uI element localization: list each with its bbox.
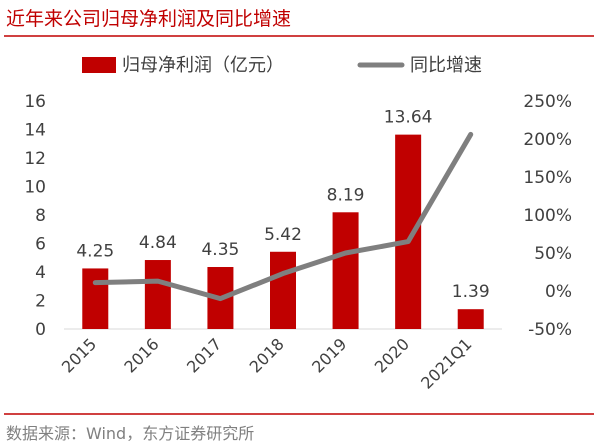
x-tick-label: 2017 — [183, 334, 225, 376]
x-tick-label: 2015 — [58, 334, 100, 376]
bar-value-label: 4.35 — [201, 240, 239, 260]
x-tick-label: 2018 — [246, 334, 288, 376]
y-left-tick-label: 6 — [35, 235, 46, 255]
bar-value-label: 8.19 — [327, 185, 365, 205]
y-right-tick-label: 200% — [523, 130, 572, 150]
bar-value-label: 1.39 — [452, 282, 490, 302]
bar-value-label: 4.25 — [76, 241, 114, 261]
growth-line-series — [92, 131, 474, 302]
growth-line — [92, 131, 474, 302]
chart-title: 近年来公司归母净利润及同比增速 — [6, 8, 292, 30]
legend-line-label: 同比增速 — [410, 55, 482, 76]
bar-value-label: 4.84 — [139, 233, 177, 253]
x-axis: 2015 2016 2017 2018 2019 2020 2021Q1 — [58, 334, 476, 392]
legend: 归母净利润（亿元） 同比增速 — [82, 55, 482, 76]
y-left-tick-label: 10 — [24, 178, 46, 198]
bar — [395, 134, 422, 329]
y-right-tick-label: 100% — [523, 206, 572, 226]
bar — [82, 268, 109, 329]
bar-value-label: 13.64 — [384, 108, 433, 128]
y-right-tick-label: -50% — [528, 320, 572, 340]
bar — [332, 212, 359, 329]
x-tick-label: 2019 — [308, 334, 350, 376]
y-left-tick-label: 8 — [35, 206, 46, 226]
y-right-tick-label: 0% — [545, 282, 572, 302]
y-left-tick-label: 4 — [35, 263, 46, 283]
bar — [457, 309, 484, 329]
bar-data-labels: 4.25 4.84 4.35 5.42 8.19 13.64 1.39 — [76, 108, 489, 303]
x-tick-label: 2016 — [120, 334, 162, 376]
y-left-tick-label: 0 — [35, 320, 46, 340]
y-left-tick-label: 2 — [35, 292, 46, 312]
bar-value-label: 5.42 — [264, 225, 302, 245]
x-tick-label: 2020 — [371, 334, 413, 376]
y-left-tick-label: 16 — [24, 92, 46, 112]
y-axis-right: -50% 0% 50% 100% 150% 200% 250% — [523, 92, 572, 340]
legend-bar-swatch — [82, 57, 116, 73]
x-tick-label: 2021Q1 — [417, 334, 475, 392]
y-right-tick-label: 150% — [523, 168, 572, 188]
source-note: 数据来源：Wind，东方证券研究所 — [6, 424, 255, 443]
bar — [144, 260, 171, 329]
bar — [270, 251, 296, 329]
legend-bar-label: 归母净利润（亿元） — [122, 55, 284, 76]
y-right-tick-label: 50% — [534, 244, 572, 264]
y-left-tick-label: 12 — [24, 149, 46, 169]
y-axis-left: 0 2 4 6 8 10 12 14 16 — [24, 92, 46, 340]
y-left-tick-label: 14 — [24, 121, 46, 141]
y-right-tick-label: 250% — [523, 92, 572, 112]
